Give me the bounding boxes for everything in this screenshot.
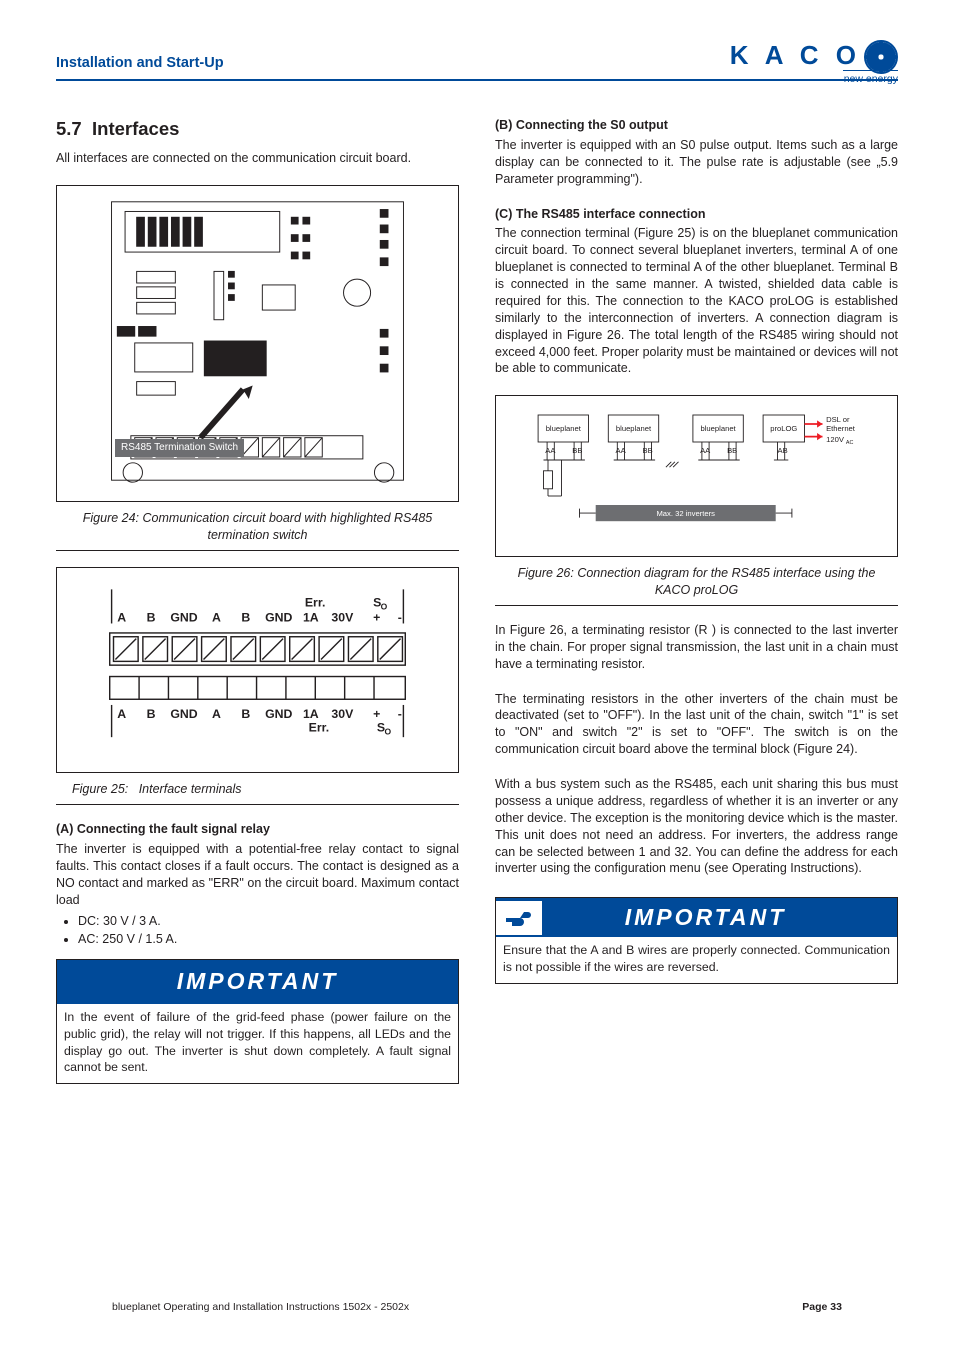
svg-text:30V: 30V xyxy=(331,707,354,721)
logo-swirl-icon xyxy=(864,40,898,74)
fig24-cap-a: Figure 24: xyxy=(83,511,139,525)
left-column: 5.7 Interfaces All interfaces are connec… xyxy=(56,117,459,1084)
intro-text: All interfaces are connected on the comm… xyxy=(56,150,459,167)
section-heading: 5.7 Interfaces xyxy=(56,117,459,142)
figure-25-caption: Figure 25: Interface terminals xyxy=(56,778,459,805)
important-body: Ensure that the A and B wires are proper… xyxy=(496,937,897,982)
paragraph-2: The terminating resistors in the other i… xyxy=(495,691,898,759)
para1-text: In Figure 26, a terminating resistor (R … xyxy=(495,623,898,671)
svg-text:B: B xyxy=(241,707,250,721)
svg-text:30V: 30V xyxy=(331,610,354,624)
footer-right: Page 33 xyxy=(802,1300,842,1314)
figure-24-caption: Figure 24: Communication circuit board w… xyxy=(56,507,459,551)
svg-text:GND: GND xyxy=(265,707,292,721)
svg-text:B: B xyxy=(147,610,156,624)
svg-text:GND: GND xyxy=(170,707,197,721)
terminal-block-icon: ABGND ABGND Err. 1A30V SO +- xyxy=(67,578,448,758)
svg-text:A: A xyxy=(212,707,221,721)
fig24-cap-b: Communication circuit board with highlig… xyxy=(143,511,433,542)
important-heading: IMPORTANT xyxy=(496,898,897,937)
svg-text:GND: GND xyxy=(170,610,197,624)
section-num: 5.7 xyxy=(56,118,82,139)
important2-label: IMPORTANT xyxy=(554,902,893,933)
svg-text:A: A xyxy=(117,610,126,624)
content-columns: 5.7 Interfaces All interfaces are connec… xyxy=(56,117,898,1084)
svg-text:120V: 120V xyxy=(826,435,845,444)
figure-26-caption: Figure 26: Connection diagram for the RS… xyxy=(495,562,898,606)
figure-26: blueplanet AABB blueplanet AABB xyxy=(495,395,898,557)
section-name: Installation and Start-Up xyxy=(56,54,224,74)
svg-text:O: O xyxy=(384,726,391,736)
svg-text:A: A xyxy=(117,707,126,721)
svg-text:DSL or: DSL or xyxy=(826,416,850,425)
paragraph-3: With a bus system such as the RS485, eac… xyxy=(495,776,898,877)
svg-text:blueplanet: blueplanet xyxy=(700,425,736,434)
svg-text:AC: AC xyxy=(846,440,854,446)
svg-text:O: O xyxy=(381,601,388,611)
page: Installation and Start-Up K A C O new en… xyxy=(56,38,898,1338)
fig25-cap-b: Interface terminals xyxy=(139,782,242,796)
section-title: Interfaces xyxy=(92,118,179,139)
svg-text:1A: 1A xyxy=(303,610,319,624)
svg-text:Max. 32 inverters: Max. 32 inverters xyxy=(656,509,715,518)
svg-text:GND: GND xyxy=(265,610,292,624)
svg-text:-: - xyxy=(398,707,402,721)
sub-b-title: (B) Connecting the S0 output xyxy=(495,117,898,134)
svg-text:+: + xyxy=(373,707,380,721)
svg-text:1A: 1A xyxy=(303,707,319,721)
svg-text:Ethernet: Ethernet xyxy=(826,425,856,434)
page-number: Page 33 xyxy=(802,1301,842,1313)
important-heading: IMPORTANT xyxy=(57,960,458,1004)
termination-switch-label: RS485 Termination Switch xyxy=(115,439,244,457)
list-item: DC: 30 V / 3 A. xyxy=(78,913,459,930)
page-footer: blueplanet Operating and Installation In… xyxy=(112,1300,842,1314)
svg-text:-: - xyxy=(398,610,402,624)
pointing-hand-icon xyxy=(496,901,542,935)
footer-left: blueplanet Operating and Installation In… xyxy=(112,1300,409,1314)
important-box-1: IMPORTANT In the event of failure of the… xyxy=(56,959,459,1083)
logo-text: K A C O xyxy=(730,38,861,73)
fig26-cap-a: Figure 26: xyxy=(518,566,574,580)
connection-diagram-icon: blueplanet AABB blueplanet AABB xyxy=(506,406,887,541)
sub-c-body: The connection terminal (Figure 25) is o… xyxy=(495,225,898,377)
sub-b-body: The inverter is equipped with an S0 puls… xyxy=(495,137,898,188)
svg-text:B: B xyxy=(241,610,250,624)
fig25-cap-a: Figure 25: xyxy=(72,782,128,796)
page-header: Installation and Start-Up K A C O new en… xyxy=(56,38,898,81)
svg-text:blueplanet: blueplanet xyxy=(546,425,582,434)
svg-text:AB: AB xyxy=(778,446,788,455)
list-item: AC: 250 V / 1.5 A. xyxy=(78,931,459,948)
sub-a-title: (A) Connecting the fault signal relay xyxy=(56,821,459,838)
logo-tagline: new energy xyxy=(843,70,898,86)
important-body: In the event of failure of the grid-feed… xyxy=(57,1004,458,1082)
paragraph-1: In Figure 26, a terminating resistor (R … xyxy=(495,622,898,673)
svg-text:Err.: Err. xyxy=(309,720,330,734)
brand-logo: K A C O new energy xyxy=(730,38,898,73)
svg-text:proLOG: proLOG xyxy=(770,425,797,434)
svg-text:blueplanet: blueplanet xyxy=(616,425,652,434)
svg-text:+: + xyxy=(373,610,380,624)
figure-24: RS485 Termination Switch xyxy=(56,185,459,502)
fig26-cap-b: Connection diagram for the RS485 interfa… xyxy=(577,566,875,597)
svg-text:Err.: Err. xyxy=(305,595,326,609)
sub-c-title: (C) The RS485 interface connection xyxy=(495,206,898,223)
svg-text:B: B xyxy=(147,707,156,721)
contact-load-list: DC: 30 V / 3 A. AC: 250 V / 1.5 A. xyxy=(56,913,459,948)
sub-a-body: The inverter is equipped with a potentia… xyxy=(56,841,459,909)
figure-25: ABGND ABGND Err. 1A30V SO +- xyxy=(56,567,459,774)
right-column: (B) Connecting the S0 output The inverte… xyxy=(495,117,898,1084)
important-box-2: IMPORTANT Ensure that the A and B wires … xyxy=(495,897,898,983)
svg-text:A: A xyxy=(212,610,221,624)
